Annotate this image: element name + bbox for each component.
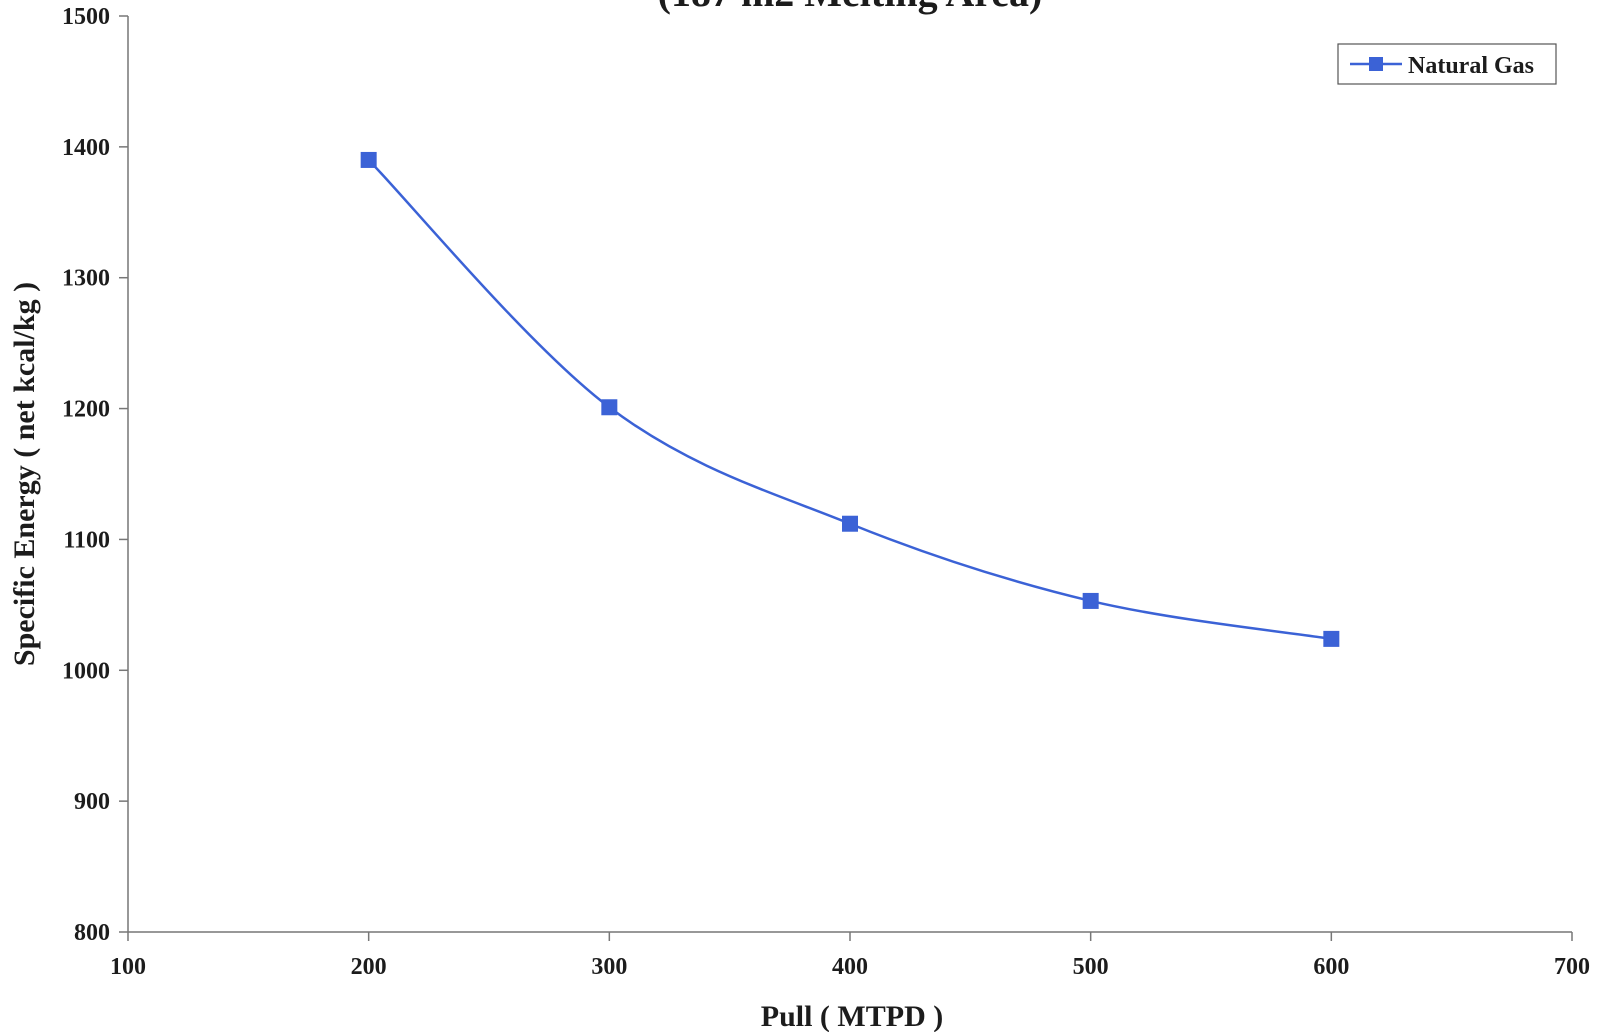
data-point-marker	[1323, 630, 1340, 647]
data-point-marker	[601, 399, 618, 416]
y-tick-label: 800	[74, 920, 110, 946]
y-tick-label: 1500	[62, 4, 110, 30]
y-tick-label: 1100	[63, 527, 110, 553]
y-tick-label: 1200	[62, 397, 110, 423]
x-tick-label: 700	[1554, 954, 1590, 980]
x-tick-label: 600	[1313, 954, 1349, 980]
x-axis: 100 200 300 400 500 600 700	[110, 931, 1590, 980]
legend-label-natural-gas: Natural Gas	[1408, 53, 1534, 79]
x-tick-label: 200	[351, 954, 387, 980]
chart-title: (187 m2 Melting Area)	[658, 0, 1043, 15]
y-tick-label: 1000	[62, 658, 110, 684]
data-point-marker	[1082, 592, 1099, 609]
legend: Natural Gas	[1337, 43, 1557, 85]
x-axis-title: Pull ( MTPD )	[761, 1000, 943, 1032]
y-tick-label: 1400	[62, 135, 110, 161]
series-line-natural-gas	[367, 159, 1332, 641]
y-axis: 800 900 1000 1100 1200 1300 1400 1500	[62, 4, 129, 946]
y-tick-label: 900	[74, 789, 110, 815]
y-tick-label: 1300	[62, 266, 110, 292]
y-axis-title: Specific Energy ( net kcal/kg )	[8, 282, 41, 666]
series-group	[360, 151, 1340, 647]
x-tick-label: 100	[110, 954, 146, 980]
x-tick-label: 400	[832, 954, 868, 980]
x-tick-label: 500	[1073, 954, 1109, 980]
data-point-marker	[842, 515, 858, 532]
legend-swatch-marker	[1369, 57, 1383, 71]
x-tick-label: 300	[591, 954, 627, 980]
data-point-marker	[360, 151, 377, 168]
